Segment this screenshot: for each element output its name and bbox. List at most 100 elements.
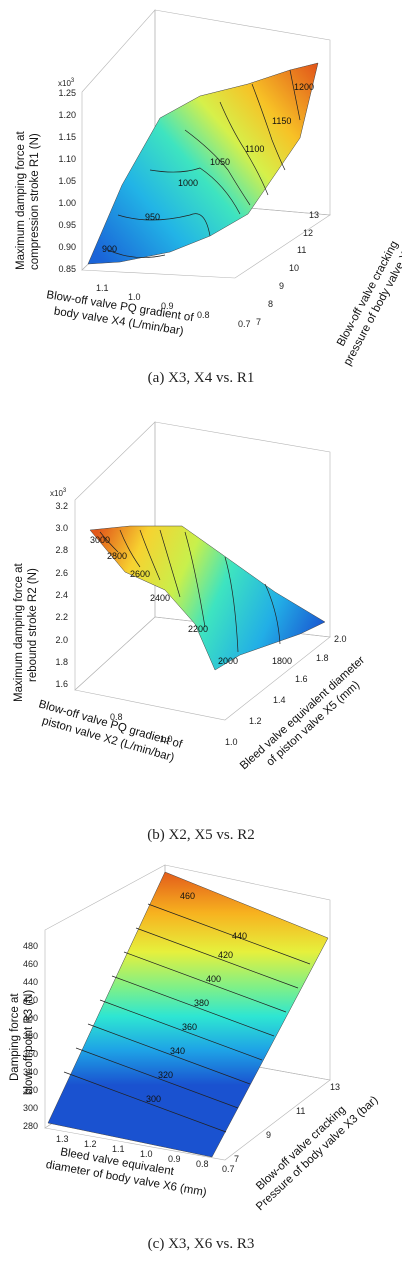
y-ticks-a: 7 8 9 10 11 12 13 bbox=[256, 210, 319, 327]
x-tick-c-4: 0.9 bbox=[168, 1154, 181, 1164]
z-axis-label-a: Maximum damping force at compression str… bbox=[15, 131, 41, 270]
z-tick-c-4: 360 bbox=[23, 1049, 38, 1059]
contour-label-c-3: 400 bbox=[206, 974, 221, 984]
z-tick-c-1: 300 bbox=[23, 1103, 38, 1113]
y-tick-b-2: 1.4 bbox=[273, 695, 286, 705]
z-tick-c-6: 400 bbox=[23, 1013, 38, 1023]
z-tick-c-3: 340 bbox=[23, 1067, 38, 1077]
y-tick-a-4: 11 bbox=[297, 245, 306, 255]
contour-label-b-4: 2200 bbox=[188, 624, 208, 634]
z-tick-b-2: 2.0 bbox=[55, 635, 68, 645]
z-tick-a-2: 0.95 bbox=[58, 220, 76, 230]
z-tick-a-3: 1.00 bbox=[58, 198, 76, 208]
z-tick-c-10: 480 bbox=[23, 941, 38, 951]
x-tick-c-3: 1.0 bbox=[140, 1149, 153, 1159]
z-axis-label-c: Damping force at blow-off point R3 (N) bbox=[9, 990, 35, 1095]
chart-panel-b: 1.6 1.8 2.0 2.2 2.4 2.6 2.8 3.0 3.2 x103… bbox=[0, 412, 402, 822]
contour-label-c-6: 340 bbox=[170, 1046, 185, 1056]
z-tick-a-6: 1.15 bbox=[58, 132, 76, 142]
contour-label-a-6: 1200 bbox=[294, 82, 314, 92]
z-tick-b-0: 1.6 bbox=[55, 679, 68, 689]
z-tick-c-2: 320 bbox=[23, 1085, 38, 1095]
y-tick-c-3: 13 bbox=[330, 1082, 340, 1092]
y-ticks-b: 1.0 1.2 1.4 1.6 1.8 2.0 bbox=[225, 634, 347, 747]
response-surface-a bbox=[87, 62, 319, 265]
contour-label-a-0: 900 bbox=[102, 244, 117, 254]
z-tick-b-7: 3.0 bbox=[55, 523, 68, 533]
y-ticks-c: 7 9 11 13 bbox=[234, 1082, 340, 1164]
contour-label-b-5: 2000 bbox=[218, 656, 238, 666]
multiplier-b: x103 bbox=[50, 488, 67, 498]
z-tick-a-8: 1.25 bbox=[58, 88, 76, 98]
y-tick-c-0: 7 bbox=[234, 1154, 239, 1164]
response-surface-c bbox=[47, 871, 329, 1158]
x-tick-a-1: 1.0 bbox=[128, 292, 141, 302]
contour-label-c-5: 360 bbox=[182, 1022, 197, 1032]
x-tick-b-1: 1.0 bbox=[160, 734, 173, 744]
x-axis-label-c: Bleed valve equivalent diameter of body … bbox=[45, 1146, 208, 1199]
contour-labels-a: 900 950 1000 1050 1100 1150 1200 bbox=[102, 82, 314, 254]
contour-label-a-5: 1150 bbox=[272, 116, 291, 126]
x-tick-a-2: 0.9 bbox=[161, 301, 174, 311]
z-tick-c-0: 280 bbox=[23, 1121, 38, 1131]
chart-panel-a: 0.85 0.90 0.95 1.00 1.05 1.10 1.15 1.20 … bbox=[0, 0, 402, 410]
contour-label-b-1: 2800 bbox=[107, 551, 127, 561]
contour-label-b-0: 3000 bbox=[90, 535, 110, 545]
z-ticks-a: 0.85 0.90 0.95 1.00 1.05 1.10 1.15 1.20 … bbox=[58, 88, 76, 274]
chart-panel-c: 460 440 420 400 380 360 340 320 300 280 … bbox=[0, 860, 402, 1260]
z-tick-a-7: 1.20 bbox=[58, 110, 76, 120]
surface-plot-c: 460 440 420 400 380 360 340 320 300 280 … bbox=[9, 864, 381, 1213]
multiplier-a: x103 bbox=[58, 78, 75, 88]
z-tick-b-5: 2.6 bbox=[55, 568, 68, 578]
x-tick-a-0: 1.1 bbox=[96, 283, 109, 293]
contour-lines-b bbox=[99, 529, 281, 653]
y-axis-label-c: Blow-off valve cracking Pressure of body… bbox=[254, 1094, 381, 1213]
y-tick-b-3: 1.6 bbox=[295, 674, 308, 684]
x-tick-c-2: 1.1 bbox=[112, 1144, 125, 1154]
z-tick-b-3: 2.2 bbox=[55, 612, 68, 622]
z-tick-b-1: 1.8 bbox=[55, 657, 68, 667]
contour-label-a-1: 950 bbox=[145, 212, 160, 222]
contour-label-b-6: 1800 bbox=[272, 656, 292, 666]
y-tick-b-4: 1.8 bbox=[316, 653, 329, 663]
y-tick-c-1: 9 bbox=[266, 1130, 271, 1140]
svg-text:Maximum damping force at: Maximum damping force at bbox=[13, 563, 25, 702]
x-tick-c-0: 1.3 bbox=[56, 1134, 69, 1144]
z-tick-a-4: 1.05 bbox=[58, 176, 76, 186]
y-axis-label-a: Blow-off valve cracking pressure of body… bbox=[335, 220, 402, 367]
caption-c: (c) X3, X6 vs. R3 bbox=[147, 1236, 255, 1252]
contour-labels-b: 3000 2800 2600 2400 2200 2000 1800 bbox=[90, 535, 292, 666]
contour-label-c-4: 380 bbox=[194, 998, 209, 1008]
x-tick-b-0: 0.8 bbox=[110, 712, 123, 722]
x-tick-a-4: 0.7 bbox=[238, 319, 251, 329]
y-tick-a-5: 12 bbox=[303, 228, 313, 238]
contour-label-c-7: 320 bbox=[158, 1070, 173, 1080]
z-ticks-c: 280 300 320 340 360 380 400 420 440 460 … bbox=[23, 941, 38, 1131]
x-tick-c-1: 1.2 bbox=[84, 1139, 97, 1149]
z-tick-b-4: 2.4 bbox=[55, 590, 68, 600]
svg-text:Pressure of body valve X3 (ba: Pressure of body valve X3 (bar) bbox=[254, 1094, 381, 1213]
svg-text:Damping force at: Damping force at bbox=[9, 993, 21, 1081]
y-tick-b-5: 2.0 bbox=[334, 634, 347, 644]
z-tick-b-6: 2.8 bbox=[55, 545, 68, 555]
z-tick-c-5: 380 bbox=[23, 1031, 38, 1041]
x-ticks-c: 1.3 1.2 1.1 1.0 0.9 0.8 0.7 bbox=[56, 1134, 235, 1174]
x-axis-label-b: Blow-off valve PQ gradient of piston val… bbox=[37, 698, 184, 764]
y-tick-a-3: 10 bbox=[289, 263, 299, 273]
z-tick-c-9: 460 bbox=[23, 959, 38, 969]
z-ticks-b: 1.6 1.8 2.0 2.2 2.4 2.6 2.8 3.0 3.2 bbox=[55, 501, 68, 689]
x-tick-c-5: 0.8 bbox=[196, 1159, 209, 1169]
svg-text:of piston valve X5 (mm): of piston valve X5 (mm) bbox=[264, 679, 362, 769]
contour-labels-c: 460 440 420 400 380 360 340 320 300 bbox=[146, 891, 247, 1104]
z-tick-c-7: 420 bbox=[23, 995, 38, 1005]
svg-text:Maximum damping force at: Maximum damping force at bbox=[15, 131, 27, 270]
svg-text:blow-off point R3 (N): blow-off point R3 (N) bbox=[23, 990, 35, 1095]
contour-label-c-8: 300 bbox=[146, 1094, 161, 1104]
contour-label-c-0: 460 bbox=[180, 891, 195, 901]
x-axis-label-a: Blow-off valve PQ gradient of body valve… bbox=[46, 289, 196, 338]
caption-b: (b) X2, X5 vs. R2 bbox=[147, 827, 255, 843]
x-ticks-a: 1.1 1.0 0.9 0.8 0.7 bbox=[96, 283, 251, 329]
z-tick-a-1: 0.90 bbox=[58, 242, 76, 252]
z-tick-a-0: 0.85 bbox=[58, 264, 76, 274]
x-ticks-b: 0.8 1.0 bbox=[110, 712, 173, 744]
